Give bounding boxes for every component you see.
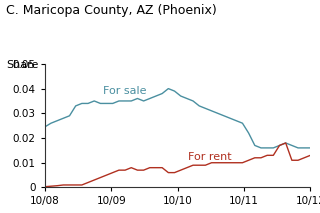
Text: For sale: For sale: [103, 86, 147, 96]
Text: For rent: For rent: [188, 152, 232, 162]
Text: Share: Share: [6, 60, 39, 70]
Text: C. Maricopa County, AZ (Phoenix): C. Maricopa County, AZ (Phoenix): [6, 4, 217, 17]
